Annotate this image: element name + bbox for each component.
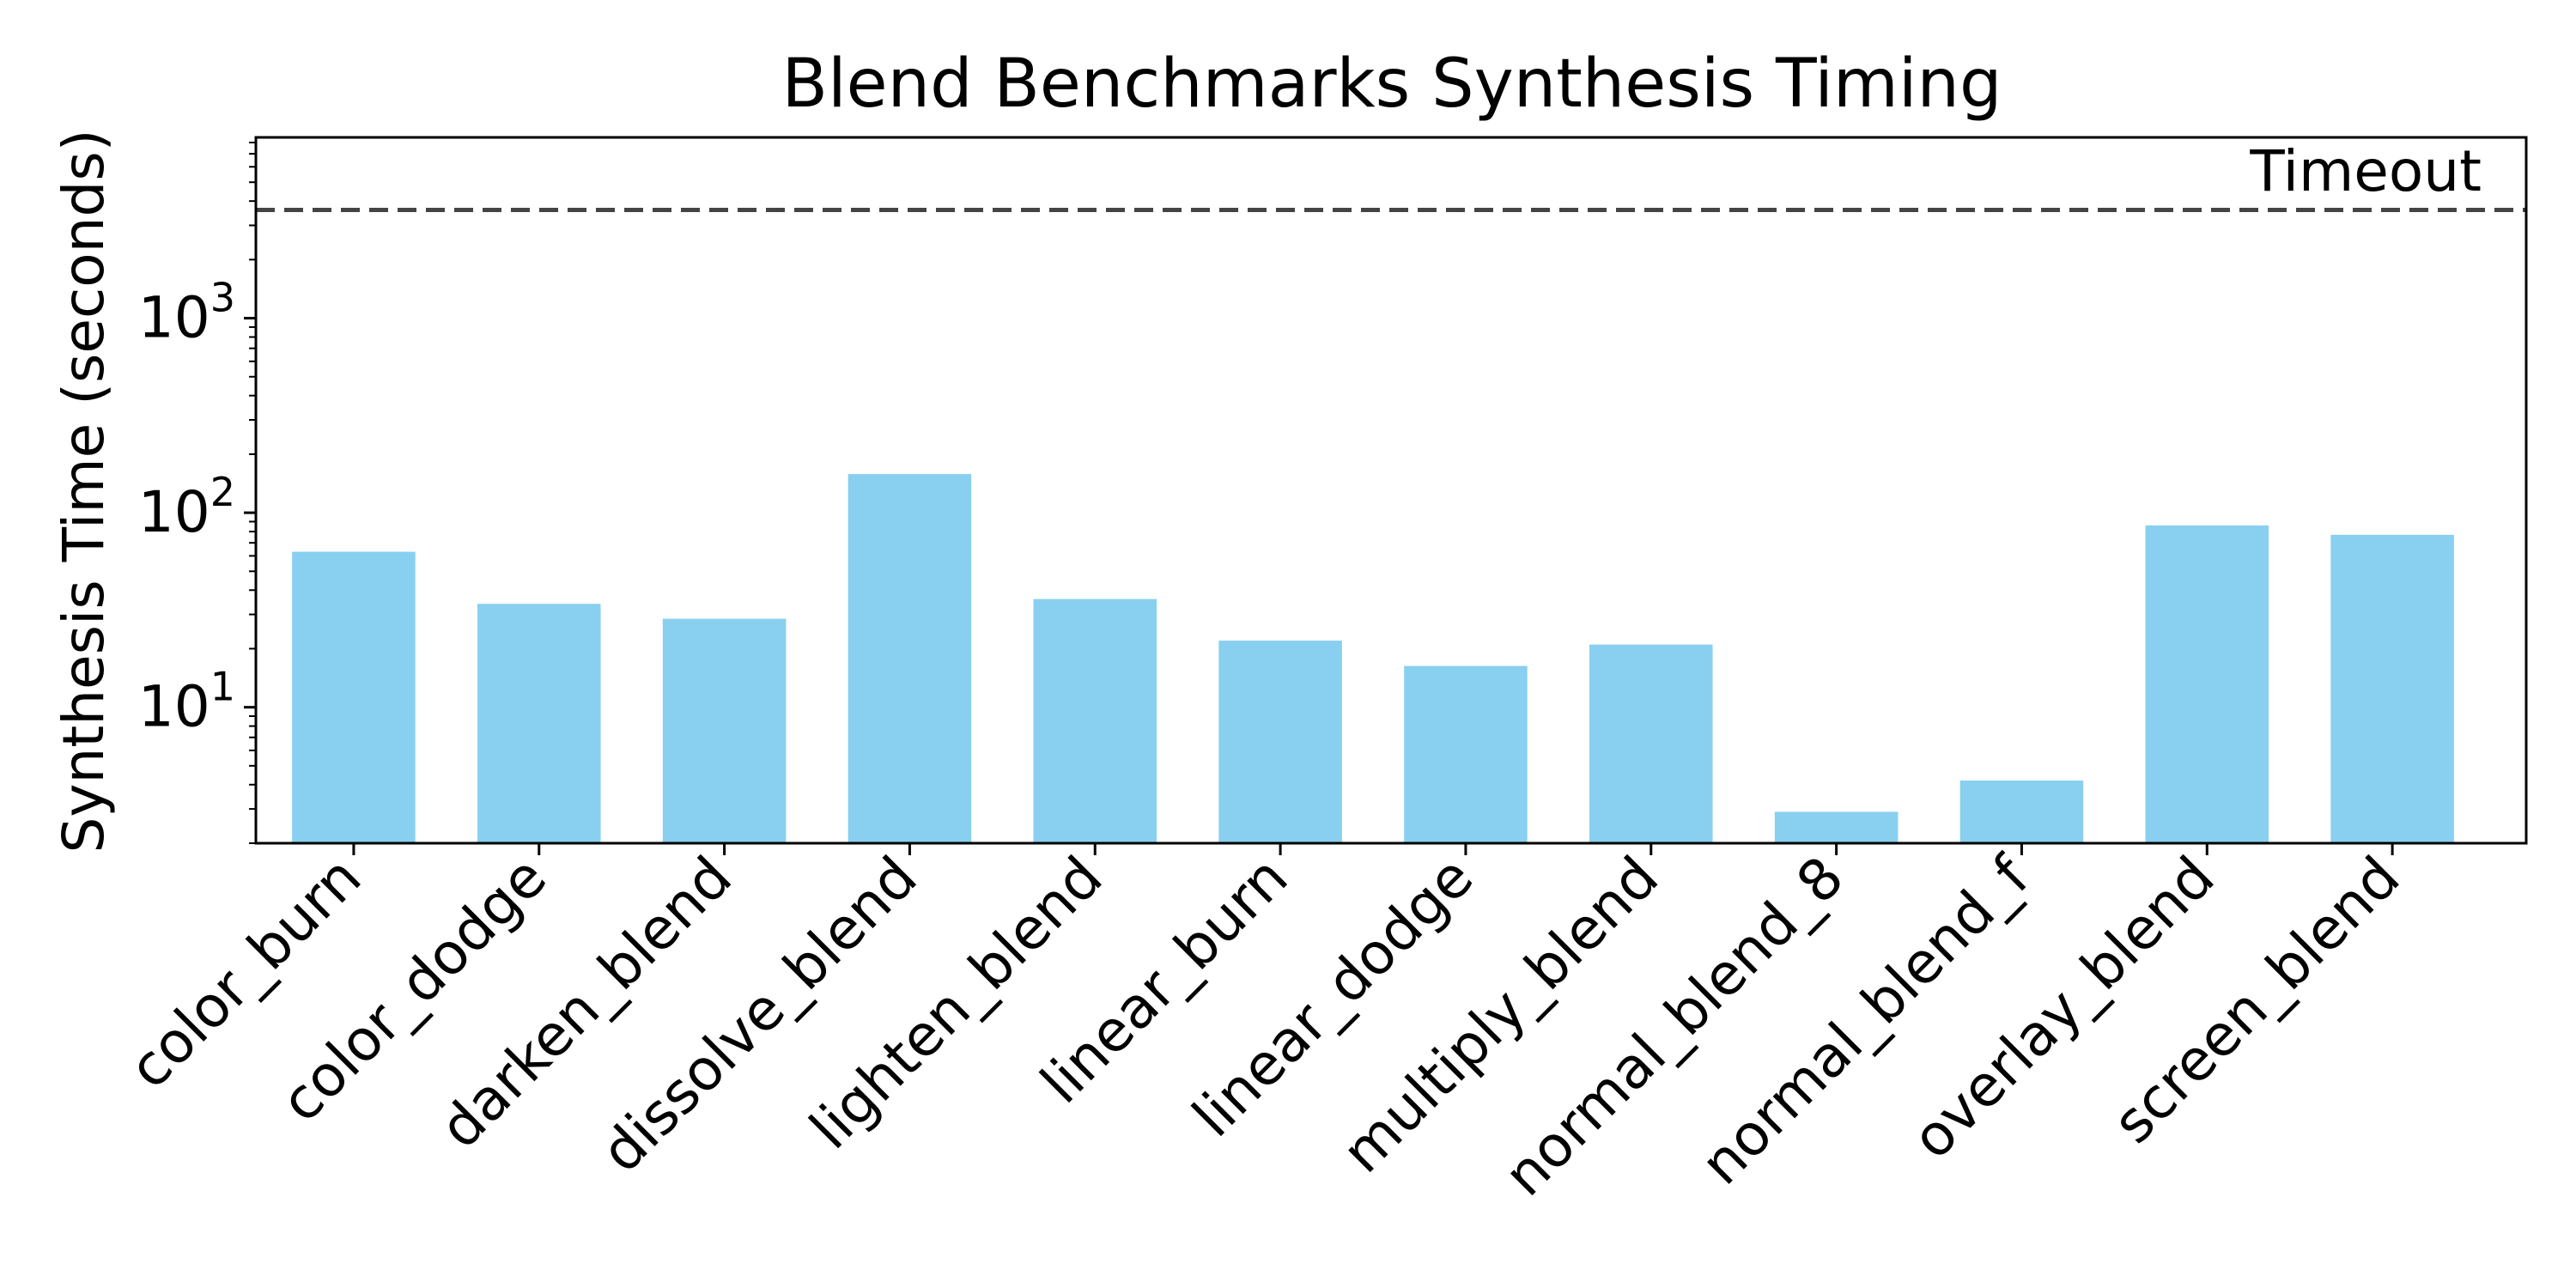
- bar-normal-blend-f: [1959, 781, 2084, 843]
- y-axis-title: Synthesis Time (seconds): [51, 130, 117, 854]
- y-tick-label: 102: [138, 469, 235, 545]
- bar-color-dodge: [477, 604, 601, 843]
- bars-group: [292, 474, 2454, 843]
- bar-screen-blend: [2330, 534, 2454, 843]
- plot-frame: [254, 136, 2528, 845]
- bar-darken-blend: [662, 618, 787, 843]
- bar-linear-dodge: [1404, 665, 1528, 843]
- bar-normal-blend-8: [1774, 811, 1899, 843]
- y-tick-label: 101: [138, 664, 235, 740]
- bar-dissolve-blend: [848, 474, 972, 843]
- bar-overlay-blend: [2145, 525, 2269, 843]
- bar-multiply-blend: [1589, 644, 1713, 843]
- bar-color-burn: [292, 551, 416, 843]
- chart-title: Blend Benchmarks Synthesis Timing: [782, 46, 2002, 123]
- y-tick-label: 103: [138, 275, 235, 351]
- timeout-label: Timeout: [2249, 138, 2482, 204]
- reference-line-group: Timeout: [256, 138, 2526, 213]
- y-axis: 101 102 103: [138, 141, 256, 844]
- bar-linear-burn: [1218, 641, 1342, 843]
- bar-lighten-blend: [1033, 598, 1157, 843]
